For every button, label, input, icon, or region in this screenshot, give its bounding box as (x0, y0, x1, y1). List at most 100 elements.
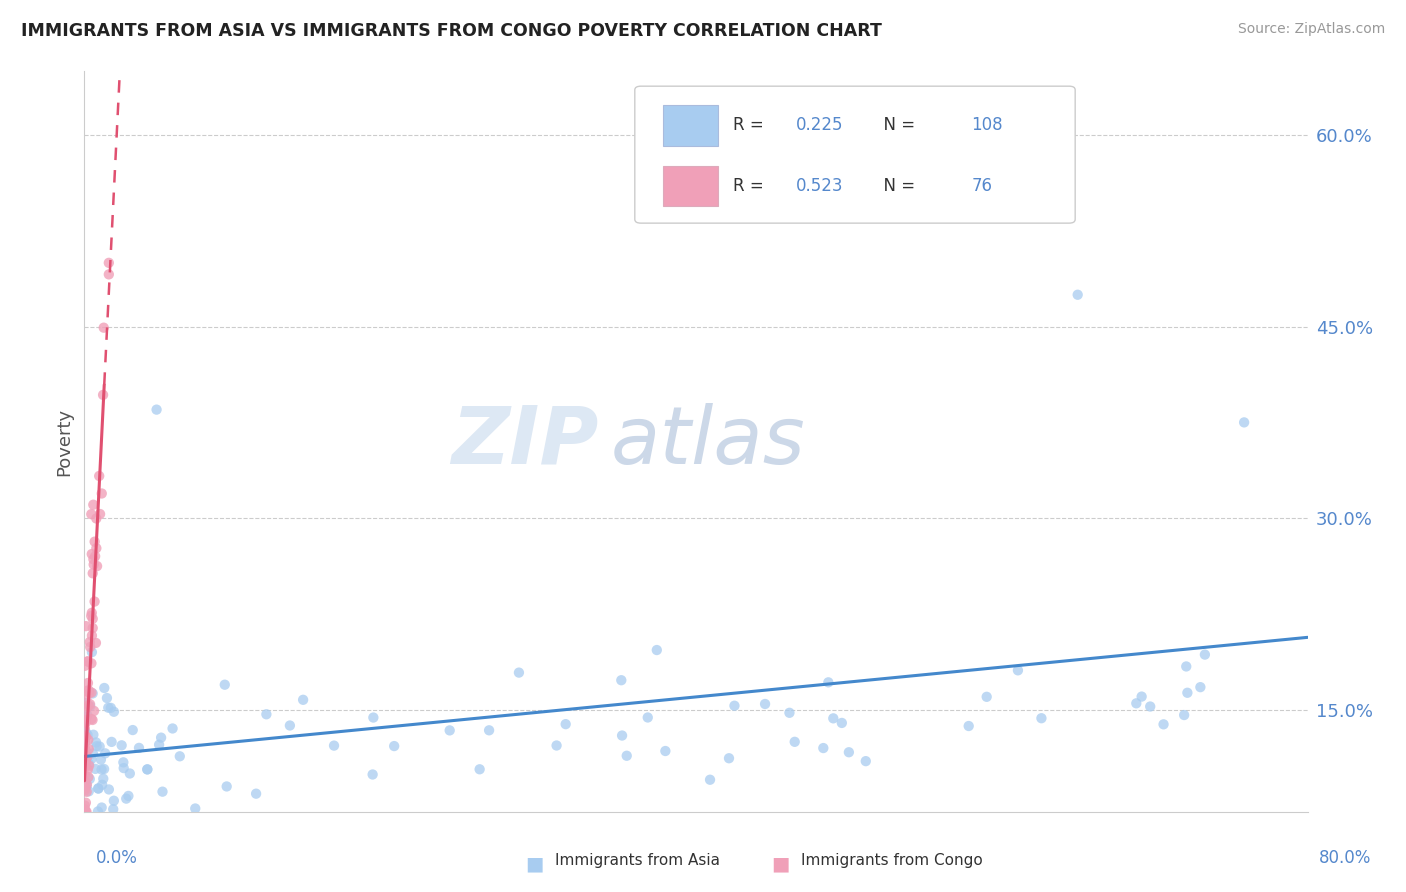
Point (717, 751, 740, 765)
Point (73, 658, 96, 673)
Point (89, 469, 111, 483)
Point (254, 707, 277, 722)
Point (813, 741, 835, 756)
Point (77, 742, 100, 756)
Text: R =: R = (733, 117, 769, 135)
Point (82, 686, 104, 700)
Point (91, 772, 114, 786)
Point (1153, 717, 1175, 731)
Point (80, 507, 103, 521)
Point (468, 762, 491, 776)
Point (111, 739, 134, 753)
Point (75, 805, 97, 819)
Text: Immigrants from Congo: Immigrants from Congo (801, 853, 983, 868)
Point (76, 728, 98, 742)
Text: R =: R = (733, 178, 769, 195)
Point (97, 268, 120, 282)
Point (323, 739, 346, 753)
Point (90, 753, 112, 767)
Point (136, 763, 159, 777)
Text: ■: ■ (770, 855, 790, 873)
Point (478, 723, 501, 738)
Point (80, 645, 103, 659)
Point (76, 654, 98, 668)
Point (783, 735, 806, 749)
Point (77, 732, 100, 747)
Point (75, 756, 97, 770)
Point (75, 780, 97, 795)
Point (152, 785, 174, 799)
Point (76, 701, 98, 715)
Point (1173, 708, 1195, 723)
Point (76, 655, 98, 669)
Point (957, 719, 980, 733)
Point (75, 759, 97, 773)
Point (76, 684, 98, 698)
Point (89, 739, 111, 754)
Point (817, 675, 839, 690)
FancyBboxPatch shape (664, 105, 718, 145)
Point (616, 748, 638, 763)
Point (84, 762, 107, 776)
Point (82, 728, 104, 742)
Point (831, 715, 853, 730)
Point (79, 772, 101, 786)
Point (91, 388, 114, 402)
Text: atlas: atlas (610, 402, 806, 481)
Point (292, 693, 315, 707)
Point (121, 723, 143, 737)
Point (112, 761, 135, 775)
Point (90, 800, 112, 814)
Text: 0.0%: 0.0% (96, 849, 138, 867)
Point (77, 676, 100, 690)
Point (75, 729, 97, 743)
Point (82, 552, 104, 566)
Point (80, 606, 103, 620)
Point (93, 320, 115, 334)
Point (76, 778, 98, 792)
Point (162, 722, 184, 736)
Point (82, 498, 104, 512)
Point (73, 783, 96, 797)
Point (100, 735, 122, 749)
Point (84, 735, 107, 749)
Point (73, 798, 96, 813)
Point (76, 708, 98, 723)
Point (1139, 699, 1161, 714)
Text: IMMIGRANTS FROM ASIA VS IMMIGRANTS FROM CONGO POVERTY CORRELATION CHART: IMMIGRANTS FROM ASIA VS IMMIGRANTS FROM … (21, 22, 882, 40)
Point (86, 739, 108, 754)
Point (75, 736, 97, 750)
Point (97, 256, 120, 270)
Point (87, 781, 110, 796)
Point (73, 715, 96, 730)
Point (80, 608, 103, 623)
Point (75, 696, 97, 710)
Point (93, 762, 115, 776)
Y-axis label: Poverty: Poverty (55, 408, 73, 475)
Point (90, 763, 112, 777)
Point (118, 766, 141, 780)
Point (82, 612, 104, 626)
Point (90, 486, 112, 500)
Point (73, 781, 96, 796)
Point (75, 619, 97, 633)
Point (79, 699, 101, 714)
Point (93, 681, 115, 695)
Point (1233, 416, 1256, 430)
Point (1189, 680, 1212, 694)
Point (83, 558, 105, 572)
Text: 76: 76 (972, 178, 993, 195)
Point (83, 704, 105, 718)
Point (82, 747, 104, 761)
Text: N =: N = (873, 178, 921, 195)
Point (112, 756, 135, 770)
Point (546, 739, 568, 753)
Text: Source: ZipAtlas.com: Source: ZipAtlas.com (1237, 22, 1385, 37)
Point (75, 796, 97, 810)
Point (150, 731, 173, 745)
Point (76, 805, 98, 819)
Point (554, 717, 576, 731)
Point (382, 739, 405, 753)
Point (77, 683, 100, 698)
FancyBboxPatch shape (664, 166, 718, 206)
